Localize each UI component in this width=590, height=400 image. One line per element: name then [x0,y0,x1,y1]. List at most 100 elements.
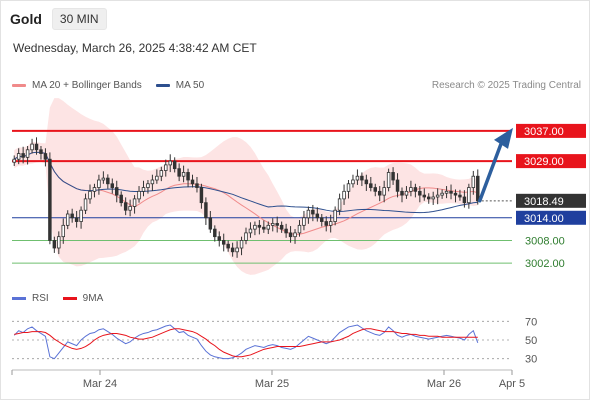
candle [311,204,315,222]
level-tag-resistance [516,123,586,138]
candle-body [137,190,141,200]
candle [271,218,275,232]
candle [337,193,342,216]
candle-body [244,232,248,241]
candle-body [221,240,226,245]
candle [369,176,373,192]
candle-body [458,194,462,198]
candle [404,186,409,199]
candle [257,220,262,235]
candle-body [239,240,244,249]
candle [288,226,293,243]
main-legend: MA 20 + Bollinger Bands MA 50 [12,80,218,91]
candle-body [435,194,440,198]
legend-ma20: MA 20 + Bollinger Bands [12,80,142,91]
candle-body [34,143,39,151]
candle [204,197,208,225]
candle-body [427,196,431,200]
candle [400,187,404,203]
candle [34,137,39,155]
level-label-resistance: 3037.00 [524,126,564,138]
candle [444,186,449,199]
candle [65,210,70,230]
timestamp: Wednesday, March 26, 2025 4:38:42 AM CET [13,41,257,55]
candle-body [208,217,213,230]
candle-body [226,243,230,249]
candle [239,236,244,256]
candle [413,183,418,198]
candle [279,221,284,233]
candle [449,184,453,200]
level-label-target: 3008.00 [525,235,565,247]
timeframe-button[interactable]: 30 MIN [51,8,107,30]
candle-body [52,240,57,249]
candle [30,138,34,154]
projection-arrow [478,127,513,203]
level-tag-resistance [516,154,586,169]
candle [208,210,213,233]
projection-arrow-head [494,127,513,149]
candle-body [79,209,83,222]
candle-body [253,224,257,230]
candle-body [342,190,346,200]
candle-body [155,175,159,181]
candle [409,180,413,197]
candle-body [248,228,253,234]
candle-body [404,190,409,196]
candle [16,148,21,165]
candle [346,180,351,199]
legend-rsi-label: RSI [32,293,49,304]
candle [195,176,199,193]
candle-body [74,217,79,222]
level-label-resistance: 3029.00 [524,156,564,168]
x-axis-label: Mar 26 [427,378,461,390]
candle [12,155,16,167]
candle-body [57,236,61,249]
candle-body [21,153,25,158]
candle-body [70,213,74,219]
candle [52,236,57,253]
candle-body [306,209,311,219]
candle-body [346,183,351,192]
candle-body [266,224,271,230]
rsi-tick-label: 70 [525,316,537,328]
x-axis-label: Mar 24 [83,378,117,390]
candle [199,183,204,209]
candle [373,183,377,197]
price-levels: 3037.00 3029.00 3014.00 3008.00 3002.00 [12,123,586,270]
candle [297,220,302,237]
candle-body [25,149,30,158]
candle-body [324,221,328,226]
candle-body [377,190,382,196]
candle-body [61,224,65,238]
candle [431,191,435,205]
candle [458,189,462,201]
candle-body [30,143,34,151]
legend-ma20-label: MA 20 + Bollinger Bands [32,80,142,91]
candle-body [471,175,476,188]
candle-body [422,194,427,198]
candle [422,188,427,201]
candle-body [373,187,377,192]
candle [306,206,311,224]
candle-body [164,164,168,171]
candle [213,225,217,242]
candle [155,169,159,184]
candle [226,240,230,252]
candle [320,214,324,227]
candle-body [110,183,115,188]
candle [123,197,128,216]
candle [391,167,395,185]
candle [262,220,266,233]
candle-body [123,202,128,211]
candle [266,221,271,235]
candle-body [150,179,155,185]
candle-body [43,153,48,160]
candle-body [92,187,97,192]
candle [244,227,248,245]
candle [21,146,25,164]
candle-body [279,224,284,230]
candle-body [132,198,137,207]
candle-body [284,228,288,234]
candle [462,190,467,208]
